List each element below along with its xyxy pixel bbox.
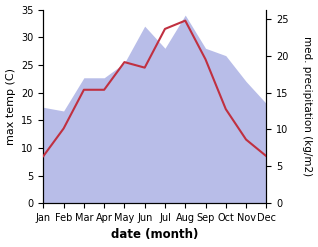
X-axis label: date (month): date (month) xyxy=(111,228,198,242)
Y-axis label: max temp (C): max temp (C) xyxy=(5,68,16,145)
Y-axis label: med. precipitation (kg/m2): med. precipitation (kg/m2) xyxy=(302,36,313,176)
